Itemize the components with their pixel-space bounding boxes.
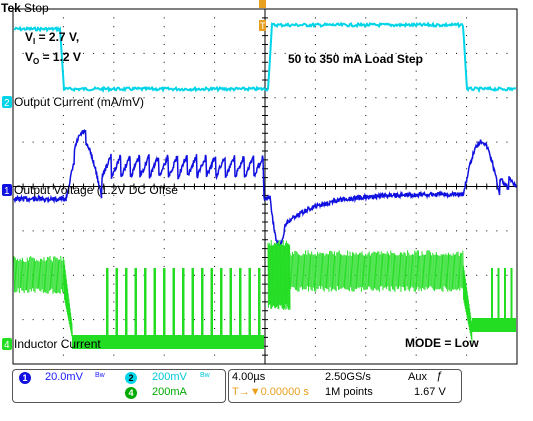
svg-text:T: T [260,21,266,31]
ch4-label: Inductor Current [14,337,101,351]
graticule-grid [12,8,518,365]
svg-text:VO = 1.2 V: VO = 1.2 V [25,50,81,66]
acquisition-settings-panel[interactable] [228,369,462,403]
ch2-scale: 200mV [152,371,187,383]
ch1-badge[interactable]: 1 [19,372,31,384]
trigger-position-marker[interactable]: T [259,0,266,31]
ch2-label: Output Current (mA/mV) [14,95,144,109]
svg-text:4: 4 [4,340,10,351]
ch1-waveform [13,128,517,248]
svg-text:VI = 2.7 V,: VI = 2.7 V, [25,30,79,46]
load-step-annotation: 50 to 350 mA Load Step [288,52,423,66]
record-length: 1M points [325,386,373,398]
trigger-level: 1.67 V [414,386,446,398]
sample-rate: 2.50GS/s [325,371,371,383]
output-voltage-annotation: VO = 1.2 V [25,50,81,66]
ch1-scale: 20.0mV [45,371,83,383]
brand-label: Tek [1,1,21,15]
channel-settings-panel[interactable] [12,369,226,403]
ch2-badge[interactable]: 2 [125,372,137,384]
timebase-value: 4.00µs [232,371,266,383]
mode-annotation: MODE = Low [405,336,479,350]
ch2-marker[interactable]: 2 [2,96,12,109]
trigger-slope-icon: ƒ [436,370,443,382]
acquisition-state: Stop [24,1,49,15]
ch2-waveform [13,21,517,94]
trigger-position-value: T→▼0.00000 s [232,386,309,398]
ch2-bw-limit: Bw [200,372,210,379]
ch4-marker[interactable]: 4 [2,338,12,351]
trigger-source: Aux [408,371,427,383]
ch4-badge[interactable]: 4 [125,387,137,399]
ch4-waveform [13,240,516,349]
svg-text:2: 2 [4,98,10,109]
ch1-label: Output Voltage (1.2V DC Offse [14,183,178,197]
input-voltage-annotation: VI = 2.7 V, [25,30,79,46]
svg-text:1: 1 [4,186,10,197]
ch1-bw-limit: Bw [95,372,105,379]
ch4-scale: 200mA [152,386,187,398]
ch1-marker[interactable]: 1 [2,184,12,197]
waveforms [13,21,517,349]
